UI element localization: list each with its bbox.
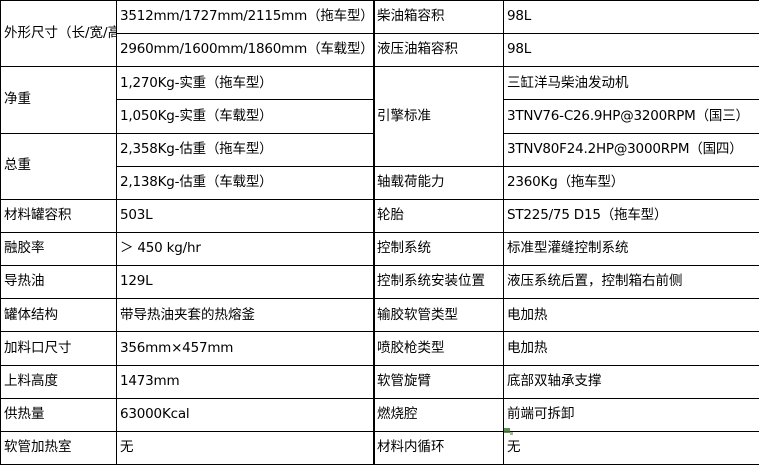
spec-label-cell: 柴油箱容积 [373,0,504,35]
spec-value-cell: 液压系统后置，控制箱右前侧 [503,265,759,300]
table-row: 3TNV80F24.2HP@3000RPM（国四） [374,132,759,167]
spec-label-cell: 输胶软管类型 [373,298,504,333]
spec-value-cell: 2,138Kg-估重（车载型） [116,165,375,200]
table-row: 净重 1,270Kg-实重（拖车型） [0,66,375,134]
spec-label-cell: 喷胶枪类型 [373,331,504,366]
spec-label-cell: 软管旋臂 [373,364,504,399]
table-row: 软管旋臂 底部双轴承支撑 [373,364,759,399]
table-row: 控制系统 标准型灌缝控制系统 [373,231,759,267]
spec-label-cell: 净重 [0,66,117,134]
spec-label-cell: 控制系统 [373,231,504,267]
spec-label-cell: 液压油箱容积 [373,33,504,68]
table-row: 控制系统安装位置 液压系统后置，控制箱右前侧 [373,265,759,300]
spec-label-cell: 供热量 [0,397,117,432]
spec-label-cell: 加料口尺寸 [0,331,117,366]
table-row: 液压油箱容积 98L [373,33,759,68]
spec-label-cell: 融胶率 [0,231,117,267]
spec-value-cell: 三缸洋马柴油发动机 [503,66,759,101]
spec-value-cell: 2960mm/1600mm/1860mm（车载型） [116,33,375,68]
spec-value-cell: 2360Kg（拖车型） [503,165,759,200]
table-row: 罐体结构 带导热油夹套的热熔釜 [0,298,375,333]
spec-table-right-body: 柴油箱容积 98L 液压油箱容积 98L 引擎标准 三缸洋马柴油发动机 3TNV76-C26… [373,0,759,465]
spec-value-cell: 63000Kcal [116,397,375,432]
spec-value-cell: 1,270Kg-实重（拖车型） [116,66,375,101]
spec-value-cell: 电加热 [503,331,759,366]
spec-value-cell: 3TNV76-C26.9HP@3200RPM（国三） [503,99,759,134]
spec-value-cell: 标准型灌缝控制系统 [503,231,759,267]
spec-table-left: 外形尺寸（长/宽/高）3512mm/1727mm/2115mm（拖车型）2960… [0,0,375,465]
spec-value-cell: 电加热 [503,298,759,333]
table-row: 材料罐容积 503L [0,198,375,233]
table-row: 引擎标准 三缸洋马柴油发动机 [373,66,759,167]
table-row: 外形尺寸（长/宽/高）3512mm/1727mm/2115mm（拖车型） [0,0,375,68]
spec-value-cell: 底部双轴承支撑 [503,364,759,399]
table-row: 2960mm/1600mm/1860mm（车载型） [1,33,375,68]
table-row: 供热量 63000Kcal [0,397,375,432]
spec-table-right: 柴油箱容积 98L 液压油箱容积 98L 引擎标准 三缸洋马柴油发动机 3TNV76-C26… [373,0,759,465]
spec-label-cell: 上料高度 [0,364,117,399]
spec-value-cell: 129L [116,265,375,300]
table-row: 加料口尺寸 356mm×457mm [0,331,375,366]
spec-label-cell: 外形尺寸（长/宽/高） [0,0,117,68]
spec-table-left-body: 外形尺寸（长/宽/高）3512mm/1727mm/2115mm（拖车型）2960… [0,0,375,465]
spec-value-cell: 98L [503,33,759,68]
spec-value-cell: 1,050Kg-实重（车载型） [116,99,375,134]
table-row: 总重 2,358Kg-估重（拖车型） [0,132,375,200]
spec-value-cell: 前端可拆卸 [503,397,759,432]
spec-value-cell: 3512mm/1727mm/2115mm（拖车型） [116,0,375,35]
spec-label-cell: 导热油 [0,265,117,300]
spec-value-cell: 无 [503,430,759,465]
table-row: 材料内循环 无 [373,430,759,465]
table-row: 3TNV76-C26.9HP@3200RPM（国三） [374,99,759,134]
spec-value-cell: 356mm×457mm [116,331,375,366]
spec-value-cell: 2,358Kg-估重（拖车型） [116,132,375,167]
spec-label-cell: 燃烧腔 [373,397,504,432]
spec-label-cell: 材料罐容积 [0,198,117,233]
table-row: 轴载荷能力 2360Kg（拖车型） [373,165,759,200]
spec-value-cell: 98L [503,0,759,35]
table-row: 轮胎 ST225/75 D15（拖车型） [373,198,759,233]
table-row: 柴油箱容积 98L [373,0,759,35]
table-row: 软管加热室无 [0,430,375,465]
table-row: 1,050Kg-实重（车载型） [1,99,375,134]
table-row: 融胶率＞ 450 kg/hr [0,231,375,267]
spec-value-cell: 503L [116,198,375,233]
spec-value-cell: 3TNV80F24.2HP@3000RPM（国四） [503,132,759,167]
table-row: 输胶软管类型 电加热 [373,298,759,333]
spec-label-cell: 罐体结构 [0,298,117,333]
table-row: 喷胶枪类型 电加热 [373,331,759,366]
spec-value-cell: ST225/75 D15（拖车型） [503,198,759,233]
table-row: 导热油 129L [0,265,375,300]
spec-label-cell: 总重 [0,132,117,200]
spec-value-cell: ＞ 450 kg/hr [116,231,375,267]
spec-label-cell: 软管加热室 [0,430,117,465]
spec-label-cell: 引擎标准 [373,66,504,167]
spec-value-cell: 1473mm [116,364,375,399]
spec-label-cell: 轮胎 [373,198,504,233]
spec-label-cell: 控制系统安装位置 [373,265,504,300]
spec-label-cell: 材料内循环 [373,430,504,465]
spec-label-cell: 轴载荷能力 [373,165,504,200]
spec-value-cell: 无 [116,430,375,465]
spec-value-cell: 带导热油夹套的热熔釜 [116,298,375,333]
table-row: 上料高度 1473mm [0,364,375,399]
table-row: 燃烧腔 前端可拆卸 [373,397,759,432]
